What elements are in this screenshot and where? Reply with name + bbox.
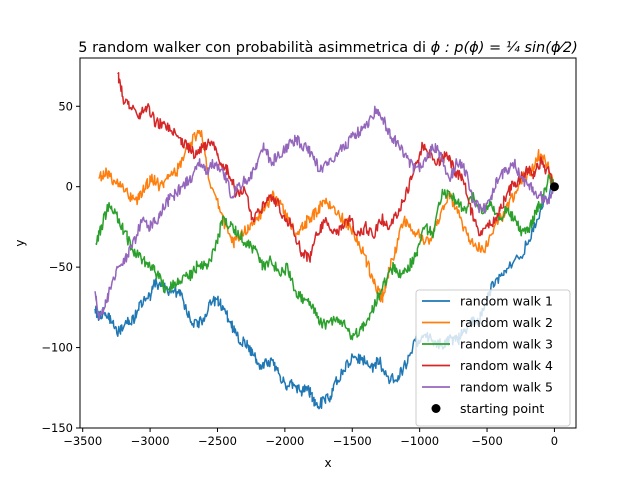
x-tick-label: −500: [471, 434, 503, 448]
series-line-2: [98, 129, 556, 303]
legend: random walk 1 random walk 2 random walk 3 r…: [415, 289, 571, 427]
y-tick-label: −100: [41, 341, 73, 355]
legend-label: random walk 1: [460, 294, 553, 309]
legend-box: [415, 289, 571, 427]
x-axis-label: x: [324, 456, 331, 470]
starting-point-marker: [549, 182, 559, 192]
plot-frame: [79, 57, 577, 429]
legend-label: random walk 5: [460, 380, 553, 395]
y-tick-label: −50: [49, 260, 73, 274]
x-tick-label: −3500: [63, 434, 102, 448]
starting-point-group: [549, 182, 559, 192]
x-tick-label: −1500: [333, 434, 372, 448]
chart-title: 5 random walker con probabilità asimmetr…: [78, 40, 577, 56]
legend-label: random walk 4: [460, 358, 553, 373]
x-tick-label: −3000: [131, 434, 170, 448]
series-line-4: [117, 72, 555, 263]
chart-title-text: 5 random walker con probabilità asimmetr…: [78, 40, 430, 56]
y-axis-label: y: [13, 239, 27, 246]
legend-label: random walk 3: [460, 337, 553, 352]
x-tick-label: −2000: [265, 434, 304, 448]
legend-swatch: [431, 404, 441, 413]
x-tick-label: 0: [551, 434, 558, 448]
y-tick-label: 0: [66, 180, 73, 194]
legend-label: starting point: [460, 401, 544, 416]
x-tick-label: −1000: [400, 434, 439, 448]
x-axis: −3500 −3000 −2500 −2000 −1500 −1000 −500 0: [63, 428, 558, 448]
y-axis: −150 −100 −50 0 50: [41, 99, 80, 435]
y-tick-label: −150: [41, 421, 73, 435]
legend-label: random walk 2: [460, 315, 553, 330]
y-tick-label: 50: [58, 99, 73, 113]
chart-title-math: ϕ : p(ϕ) = ¼ sin(ϕ⁄2): [431, 40, 578, 56]
x-tick-label: −2500: [198, 434, 237, 448]
series-line-5: [94, 105, 556, 321]
